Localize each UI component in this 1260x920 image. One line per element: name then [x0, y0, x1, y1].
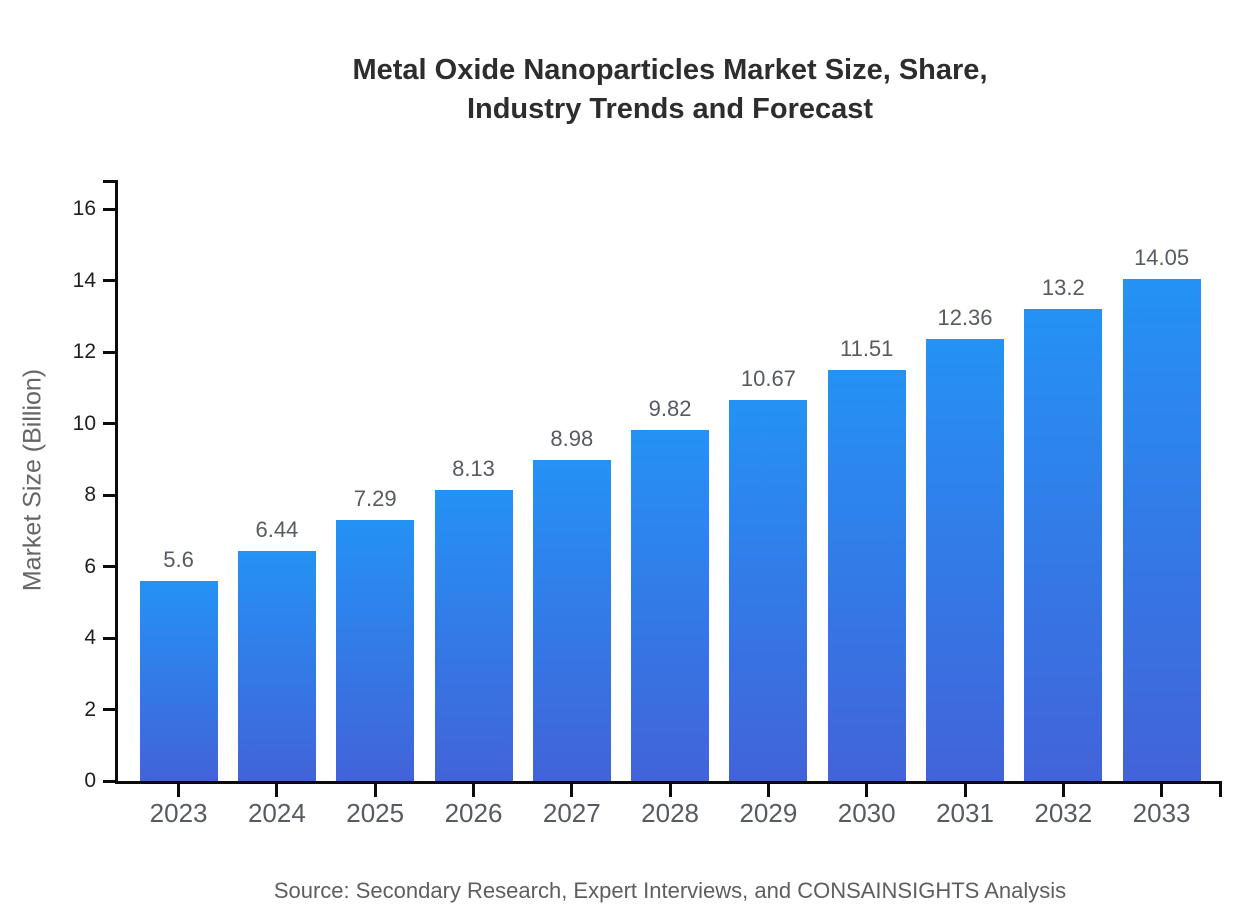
bar — [729, 399, 808, 781]
bar-value-label: 14.05 — [1134, 244, 1190, 270]
x-axis-end-tick — [1219, 781, 1222, 797]
chart-title-line-1: Metal Oxide Nanoparticles Market Size, S… — [352, 54, 988, 86]
chart-title-line-2: Industry Trends and Forecast — [466, 93, 874, 125]
y-tick-label: 4 — [84, 626, 96, 649]
bar-value-label: 11.51 — [839, 335, 894, 361]
y-tick-label: 12 — [72, 340, 96, 363]
bar — [926, 339, 1004, 781]
y-axis-line — [115, 180, 118, 784]
bar — [827, 369, 906, 781]
y-tick-label: 8 — [84, 483, 96, 506]
bar-value-label: 8.13 — [452, 456, 495, 482]
x-axis-tick — [373, 781, 377, 797]
y-axis-tick — [103, 565, 115, 568]
bar — [237, 550, 316, 781]
x-axis-tick — [275, 781, 279, 797]
y-tick-label: 0 — [84, 769, 96, 792]
x-tick-label: 2027 — [542, 798, 601, 828]
chart-title: Metal Oxide Nanoparticles Market Size, S… — [118, 51, 1222, 129]
x-tick-label: 2031 — [936, 798, 994, 828]
bar — [336, 520, 415, 781]
bar — [1122, 278, 1201, 781]
x-axis-tick — [570, 781, 574, 797]
y-tick-label: 16 — [72, 197, 96, 220]
bar-value-label: 13.2 — [1041, 275, 1085, 301]
source-note: Source: Secondary Research, Expert Inter… — [273, 878, 1067, 903]
x-tick-label: 2028 — [641, 798, 700, 828]
y-tick-label: 2 — [84, 697, 96, 721]
y-tick-label: 6 — [84, 554, 96, 578]
x-axis-tick — [177, 781, 181, 797]
x-axis-tick — [1160, 781, 1164, 797]
x-axis-tick — [1061, 781, 1065, 797]
y-tick-label: 10 — [72, 411, 96, 435]
x-tick-label: 2029 — [739, 798, 798, 828]
x-tick-label: 2033 — [1132, 798, 1191, 828]
bar-value-label: 8.98 — [550, 425, 594, 451]
bar-value-label: 9.82 — [648, 395, 692, 421]
x-axis-tick — [963, 781, 967, 797]
x-tick-label: 2024 — [247, 798, 306, 828]
bar — [631, 429, 710, 781]
y-axis-end-tick — [103, 180, 115, 183]
y-axis-title: Market Size (Billion) — [18, 368, 47, 592]
bar — [434, 490, 513, 781]
x-tick-label: 2023 — [149, 798, 208, 828]
y-axis-tick — [103, 207, 115, 211]
plot-area: 0 2 4 6 8 10 12 14 16 5.6 2023 6.44 2024 7.29 2025 8.13… — [73, 180, 1222, 828]
bar-value-label: 5.6 — [163, 546, 194, 572]
x-tick-label: 2030 — [837, 798, 896, 828]
y-axis-tick — [103, 779, 115, 783]
x-axis-tick — [865, 781, 869, 797]
y-axis-tick — [103, 493, 115, 497]
x-tick-label: 2032 — [1034, 798, 1093, 828]
y-axis-tick — [103, 279, 115, 282]
y-axis-tick — [103, 350, 115, 354]
bar — [532, 459, 611, 781]
x-axis-tick — [766, 781, 770, 797]
bar-value-label: 7.29 — [353, 486, 397, 512]
y-axis-tick — [103, 708, 115, 711]
bar — [1024, 309, 1103, 781]
x-axis-line — [115, 781, 1222, 784]
y-axis-tick — [103, 636, 115, 640]
x-axis-tick — [668, 781, 672, 797]
y-axis-tick — [103, 422, 115, 425]
x-axis-tick — [472, 781, 475, 797]
bar-value-label: 12.36 — [937, 305, 993, 331]
y-tick-label: 14 — [72, 268, 96, 292]
bar-value-label: 6.44 — [255, 516, 299, 542]
bar — [139, 580, 218, 781]
x-tick-label: 2026 — [444, 798, 503, 828]
bar-value-label: 10.67 — [740, 365, 796, 391]
x-tick-label: 2025 — [346, 798, 405, 828]
